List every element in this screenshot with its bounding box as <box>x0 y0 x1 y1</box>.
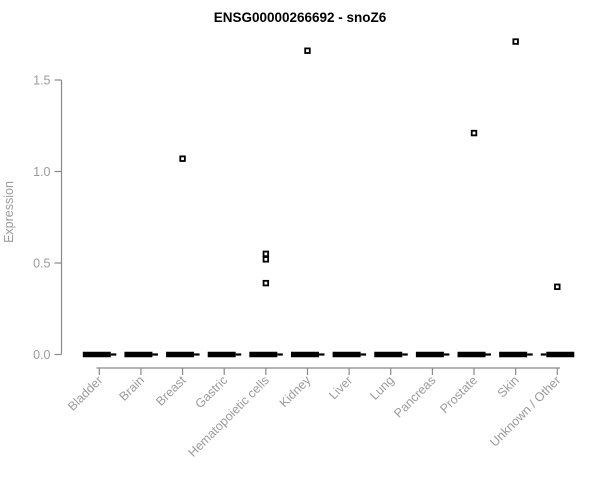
box-whisker-stub <box>110 353 117 356</box>
box-bar <box>457 351 486 358</box>
y-tick-label: 0.5 <box>33 256 50 270</box>
category-label: Unknown / Other <box>487 373 563 449</box>
box-bar <box>332 351 361 358</box>
box-bar <box>546 351 575 358</box>
category-label: Pancreas <box>391 373 438 420</box>
category-label: Lung <box>367 373 397 403</box>
box-bar <box>82 351 111 358</box>
chart-title: ENSG00000266692 - snoZ6 <box>214 10 387 25</box>
outlier-point <box>554 283 561 290</box>
box-bar <box>415 351 444 358</box>
box-whisker-stub <box>318 353 325 356</box>
outlier-point <box>512 38 519 45</box>
category-label: Brain <box>117 373 148 404</box>
box-bar <box>374 351 403 358</box>
box-whisker-stub <box>540 353 547 356</box>
data-layer <box>82 38 575 358</box>
box-bar <box>124 351 153 358</box>
box-whisker-stub <box>527 353 533 356</box>
box-whisker-stub <box>443 353 450 356</box>
box-whisker-stub <box>402 353 408 356</box>
category-label: Kidney <box>277 373 314 410</box>
category-label: Skin <box>495 373 522 400</box>
y-tick-label: 1.0 <box>33 165 50 179</box>
category-label: Bladder <box>65 373 105 413</box>
outlier-point <box>262 256 270 263</box>
box-whisker-stub <box>360 353 367 356</box>
box-bar <box>166 351 195 358</box>
box-bar <box>249 351 278 358</box>
category-label: Gastric <box>192 373 230 411</box>
box-whisker-stub <box>235 353 242 356</box>
y-axis-title: Expression <box>2 181 16 243</box>
box-whisker-stub <box>152 353 158 356</box>
outlier-point <box>470 129 478 137</box>
outlier-point <box>262 250 270 258</box>
y-tick-label: 1.5 <box>33 73 50 87</box>
box-bar <box>290 351 319 358</box>
outlier-point <box>262 279 270 287</box>
box-whisker-stub <box>277 353 283 356</box>
box-whisker-stub <box>194 353 200 356</box>
box-bar <box>207 351 236 358</box>
box-bar <box>499 351 528 358</box>
axes-layer: 0.0 0.5 1.0 1.5 Bladder Brain Breast GastricHem… <box>33 73 563 459</box>
outlier-point <box>304 47 311 54</box>
y-tick-label: 0.0 <box>33 348 50 362</box>
category-label: Breast <box>153 373 189 409</box>
box-whisker-stub <box>485 353 492 356</box>
outlier-point <box>179 155 186 162</box>
category-label: Hematopoietic cells <box>185 373 272 460</box>
category-label: Liver <box>326 373 355 402</box>
category-label: Prostate <box>437 373 480 416</box>
